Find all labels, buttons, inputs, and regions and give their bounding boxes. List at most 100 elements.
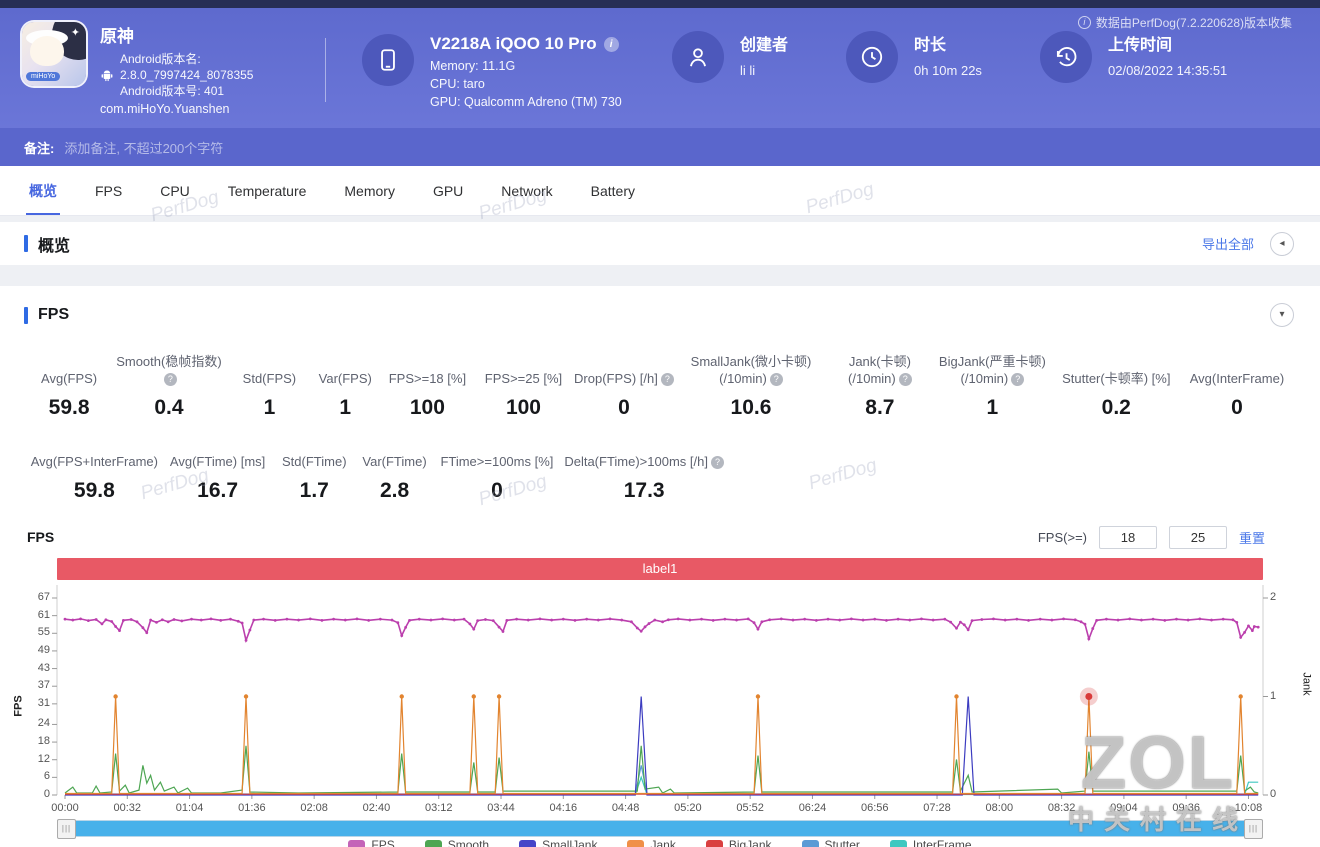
- metric-cell: Avg(FPS) 59.8: [28, 353, 110, 420]
- help-icon[interactable]: ?: [1011, 373, 1025, 386]
- legend-marker: [889, 840, 907, 847]
- x-axis-tick: 08:00: [985, 802, 1014, 814]
- metric-value: 2.8: [379, 479, 410, 502]
- metric-cell: SmallJank(微小卡顿) (/10min)? 10.6: [676, 353, 825, 420]
- metric-label: Smooth(稳帧指数)?: [116, 354, 222, 386]
- help-icon[interactable]: ?: [769, 373, 783, 386]
- tab-概览[interactable]: 概览: [10, 166, 76, 215]
- legend-item-smalljank[interactable]: SmallJank: [519, 838, 597, 847]
- range-handle-right[interactable]: |||: [1244, 819, 1263, 839]
- chart-legend: FPS Smooth SmallJank Jank BigJank Stutter Inte…: [0, 838, 1320, 847]
- legend-item-stutter[interactable]: Stutter: [801, 838, 860, 847]
- fps-threshold-label: FPS(>=): [1037, 529, 1087, 545]
- device-cpu: CPU: taro: [430, 77, 485, 91]
- metric-value: 1: [263, 396, 276, 419]
- fps-section: FPS ▾ Avg(FPS) 59.8 Smooth(稳帧指数)? 0.4 Std(FP…: [0, 286, 1320, 847]
- metric-cell: Var(FPS) 1: [311, 353, 379, 420]
- x-axis-tick: 06:24: [798, 802, 827, 814]
- y-axis-tick-left: 37: [37, 679, 50, 692]
- help-icon[interactable]: ?: [163, 373, 177, 386]
- legend-item-jank[interactable]: Jank: [627, 838, 676, 847]
- metric-value: 1.7: [299, 479, 329, 502]
- legend-item-smooth[interactable]: Smooth: [424, 838, 490, 847]
- legend-label: FPS: [371, 838, 395, 847]
- y-axis-title-jank: Jank: [1300, 672, 1313, 696]
- y-axis-tick-right: 1: [1270, 689, 1277, 702]
- info-circle-icon: i: [1077, 16, 1091, 29]
- metric-value: 100: [505, 396, 541, 419]
- app-name: 原神: [100, 27, 134, 46]
- fps-chart[interactable]: 67 61 55 49 43 37 31 24 18 12 6 0 2 1 0 00:00 00:32 01:04…: [0, 580, 1320, 847]
- metric-cell: Avg(FTime) [ms] 16.7: [161, 436, 275, 503]
- android-version-label: Android版本名:: [120, 52, 201, 66]
- device-gpu: GPU: Qualcomm Adreno (TM) 730: [430, 95, 622, 109]
- metric-label: FTime>=100ms [%]: [440, 454, 554, 469]
- tab-temperature[interactable]: Temperature: [227, 182, 307, 199]
- x-axis-tick: 01:36: [238, 802, 266, 814]
- creator-label: 创建者: [740, 37, 789, 54]
- collapse-fps-button[interactable]: ▾: [1270, 303, 1294, 327]
- history-clock-icon: [1040, 31, 1092, 83]
- duration-value: 0h 10m 22s: [914, 63, 982, 78]
- star-icon: ✦: [70, 27, 80, 39]
- device-info-icon[interactable]: i: [603, 36, 619, 52]
- help-icon[interactable]: ?: [660, 373, 674, 386]
- legend-marker: [424, 840, 442, 847]
- legend-label: Smooth: [447, 838, 490, 847]
- metric-value: 59.8: [48, 396, 90, 419]
- legend-marker: [627, 840, 645, 847]
- metric-value: 59.8: [73, 479, 115, 502]
- chart-range-scrollbar[interactable]: ||| |||: [57, 819, 1263, 839]
- upload-time-label: 上传时间: [1108, 37, 1173, 54]
- fps-metrics-row-2: Avg(FPS+InterFrame) 59.8 Avg(FTime) [ms] 16…: [0, 436, 1320, 503]
- collector-note: i 数据由PerfDog(7.2.220628)版本收集: [1077, 14, 1292, 31]
- device-name: V2218A iQOO 10 Pro: [430, 34, 597, 53]
- chart-title-fps: FPS: [27, 529, 55, 545]
- collapse-overview-button[interactable]: ◂: [1270, 231, 1294, 256]
- y-axis-tick-left: 49: [37, 643, 50, 656]
- header-divider: [325, 38, 326, 102]
- help-icon[interactable]: ?: [898, 373, 912, 386]
- metric-value: 1: [986, 396, 999, 419]
- top-navy-strip: [0, 0, 1320, 8]
- export-all-link[interactable]: 导出全部: [1201, 237, 1254, 252]
- legend-marker: [348, 840, 366, 847]
- metric-label: FPS>=18 [%]: [388, 371, 467, 386]
- tab-memory[interactable]: Memory: [344, 182, 395, 199]
- x-axis-tick: 00:32: [113, 802, 142, 814]
- fps-chart-plot[interactable]: [52, 585, 1268, 799]
- tab-battery[interactable]: Battery: [590, 182, 636, 199]
- metric-label: Std(FPS): [242, 371, 297, 386]
- legend-item-bigjank[interactable]: BigJank: [705, 838, 772, 847]
- device-info-block: V2218A iQOO 10 Pro i Memory: 11.1G CPU: …: [362, 34, 622, 109]
- x-axis-tick: 08:32: [1047, 802, 1076, 814]
- y-axis-tick-left: 55: [37, 626, 50, 639]
- tab-gpu[interactable]: GPU: [432, 182, 464, 199]
- help-icon[interactable]: ?: [710, 456, 724, 469]
- legend-label: InterFrame: [912, 838, 972, 847]
- fps-threshold-input-2[interactable]: [1168, 525, 1227, 549]
- upload-time-value: 02/08/2022 14:35:51: [1108, 63, 1228, 78]
- metric-label: FPS>=25 [%]: [484, 371, 563, 386]
- metric-value: 100: [409, 396, 445, 419]
- metric-label: Avg(FPS): [41, 371, 98, 386]
- tab-cpu[interactable]: CPU: [160, 182, 190, 199]
- y-axis-tick-left: 6: [43, 770, 50, 783]
- metric-label: Std(FTime): [282, 454, 347, 469]
- metric-value: 17.3: [623, 479, 665, 502]
- metric-value: 16.7: [197, 479, 239, 502]
- legend-marker: [519, 840, 537, 847]
- fps-threshold-input-1[interactable]: [1098, 525, 1157, 549]
- legend-item-fps[interactable]: FPS: [348, 838, 395, 847]
- fps-metrics-row-1: Avg(FPS) 59.8 Smooth(稳帧指数)? 0.4 Std(FPS) 1 Var…: [0, 353, 1320, 420]
- metric-label: Delta(FTime)>100ms [/h]?: [559, 436, 730, 470]
- reset-link[interactable]: 重置: [1238, 530, 1265, 546]
- tab-fps[interactable]: FPS: [95, 182, 123, 199]
- x-axis-tick: 03:12: [424, 802, 453, 814]
- tab-network[interactable]: Network: [501, 182, 553, 199]
- note-bar[interactable]: 备注: 添加备注, 不超过200个字符: [0, 128, 1320, 166]
- range-handle-left[interactable]: |||: [57, 819, 76, 839]
- legend-item-interframe[interactable]: InterFrame: [889, 838, 972, 847]
- android-icon: [100, 69, 114, 99]
